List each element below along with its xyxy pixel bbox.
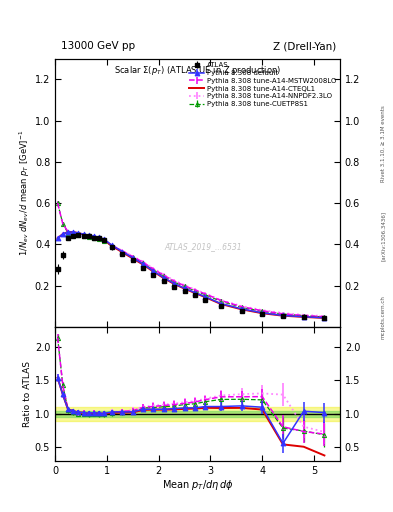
Pythia 8.308 tune-A14-CTEQL1 — [141, 262, 145, 268]
Y-axis label: Ratio to ATLAS: Ratio to ATLAS — [23, 361, 32, 427]
Pythia 8.308 tune-A14-CTEQL1 — [322, 315, 327, 321]
Y-axis label: $1/N_{ev}$ $dN_{ev}/d$ mean $p_T$ [GeV]$^{-1}$: $1/N_{ev}$ $dN_{ev}/d$ mean $p_T$ [GeV]$… — [18, 130, 32, 256]
Pythia 8.308 tune-A14-CTEQL1 — [239, 306, 244, 312]
Pythia 8.308 tune-A14-CTEQL1 — [61, 231, 65, 237]
Text: [arXiv:1306.3436]: [arXiv:1306.3436] — [381, 210, 386, 261]
Pythia 8.308 tune-A14-CTEQL1 — [281, 313, 285, 319]
Pythia 8.308 tune-A14-CTEQL1 — [71, 229, 75, 235]
Pythia 8.308 tune-A14-CTEQL1 — [97, 234, 101, 241]
Pythia 8.308 tune-A14-CTEQL1 — [86, 232, 91, 239]
Pythia 8.308 tune-A14-CTEQL1 — [81, 231, 86, 238]
Bar — [55, 411, 340, 417]
Legend: ATLAS, Pythia 8.308 default, Pythia 8.308 tune-A14-MSTW2008LO, Pythia 8.308 tune: ATLAS, Pythia 8.308 default, Pythia 8.30… — [187, 61, 338, 109]
Pythia 8.308 tune-A14-CTEQL1 — [130, 255, 135, 262]
Pythia 8.308 tune-A14-CTEQL1 — [120, 249, 125, 255]
Pythia 8.308 tune-A14-CTEQL1 — [301, 314, 306, 320]
Pythia 8.308 tune-A14-CTEQL1 — [219, 301, 223, 307]
Text: mcplots.cern.ch: mcplots.cern.ch — [381, 295, 386, 339]
Text: Scalar $\Sigma(p_T)$ (ATLAS UE in Z production): Scalar $\Sigma(p_T)$ (ATLAS UE in Z prod… — [114, 64, 281, 77]
Pythia 8.308 tune-A14-CTEQL1 — [182, 286, 187, 292]
Line: Pythia 8.308 tune-A14-CTEQL1: Pythia 8.308 tune-A14-CTEQL1 — [58, 232, 324, 318]
Text: Z (Drell-Yan): Z (Drell-Yan) — [273, 41, 336, 51]
Pythia 8.308 tune-A14-CTEQL1 — [102, 237, 107, 243]
Pythia 8.308 tune-A14-CTEQL1 — [66, 229, 70, 235]
X-axis label: Mean $p_T/d\eta\,d\phi$: Mean $p_T/d\eta\,d\phi$ — [162, 478, 233, 493]
Text: Rivet 3.1.10, ≥ 3.1M events: Rivet 3.1.10, ≥ 3.1M events — [381, 105, 386, 182]
Pythia 8.308 tune-A14-CTEQL1 — [110, 243, 114, 249]
Pythia 8.308 tune-A14-CTEQL1 — [162, 275, 166, 281]
Pythia 8.308 tune-A14-CTEQL1 — [92, 233, 96, 240]
Pythia 8.308 tune-A14-CTEQL1 — [172, 281, 176, 287]
Pythia 8.308 tune-A14-CTEQL1 — [193, 290, 197, 296]
Pythia 8.308 tune-A14-CTEQL1 — [76, 230, 81, 236]
Text: 13000 GeV pp: 13000 GeV pp — [61, 41, 135, 51]
Pythia 8.308 tune-A14-CTEQL1 — [260, 310, 264, 316]
Text: ATLAS_2019_...6531: ATLAS_2019_...6531 — [164, 242, 242, 251]
Pythia 8.308 tune-A14-CTEQL1 — [203, 294, 208, 300]
Pythia 8.308 tune-A14-CTEQL1 — [55, 235, 60, 241]
Pythia 8.308 tune-A14-CTEQL1 — [151, 268, 156, 274]
Bar — [55, 407, 340, 420]
